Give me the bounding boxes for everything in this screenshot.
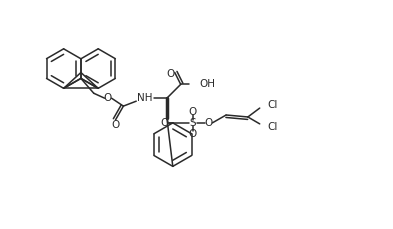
Text: O: O [188,129,196,139]
Text: O: O [161,118,169,128]
Text: O: O [204,118,213,128]
Text: O: O [188,107,196,117]
Text: OH: OH [200,79,215,89]
Text: O: O [111,120,119,130]
Text: Cl: Cl [268,100,278,110]
Text: NH: NH [138,93,153,103]
Text: O: O [103,93,112,103]
Text: O: O [167,68,175,79]
Text: S: S [189,118,196,128]
Text: Cl: Cl [268,122,278,132]
